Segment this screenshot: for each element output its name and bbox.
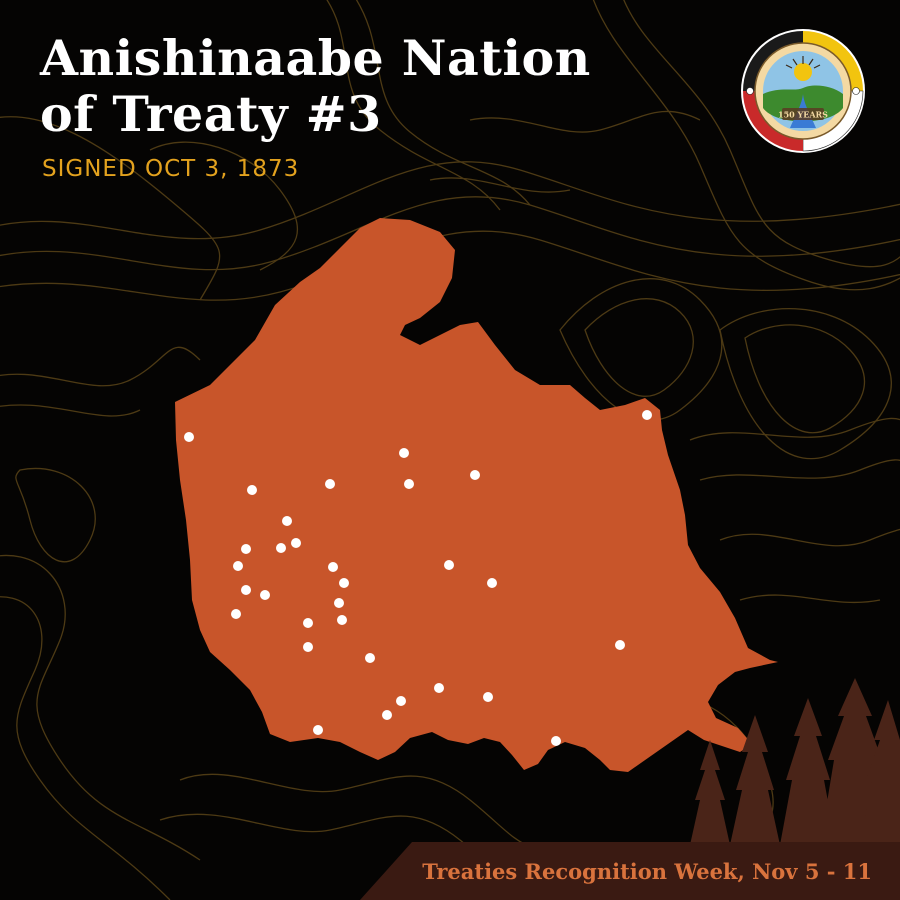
community-marker (233, 561, 243, 571)
title-line-1: Anishinaabe Nation (40, 29, 591, 87)
community-marker (337, 615, 347, 625)
community-marker (483, 692, 493, 702)
treaty-150-years-seal-icon: 150 YEARS (741, 29, 865, 153)
community-marker (260, 590, 270, 600)
community-marker (303, 618, 313, 628)
community-marker (241, 585, 251, 595)
community-marker (325, 479, 335, 489)
community-marker (328, 562, 338, 572)
territory-region (175, 218, 778, 772)
community-marker (241, 544, 251, 554)
community-marker (184, 432, 194, 442)
community-marker (444, 560, 454, 570)
community-marker (615, 640, 625, 650)
community-markers (184, 410, 652, 746)
community-marker (470, 470, 480, 480)
community-marker (434, 683, 444, 693)
community-marker (382, 710, 392, 720)
seal-text: 150 YEARS (778, 110, 828, 120)
community-marker (282, 516, 292, 526)
community-marker (334, 598, 344, 608)
community-marker (399, 448, 409, 458)
community-marker (404, 479, 414, 489)
community-marker (365, 653, 375, 663)
page-title: Anishinaabe Nation of Treaty #3 (40, 30, 591, 142)
footer-caption: Treaties Recognition Week, Nov 5 - 11 (422, 859, 872, 884)
community-marker (276, 543, 286, 553)
community-marker (642, 410, 652, 420)
community-marker (551, 736, 561, 746)
community-marker (396, 696, 406, 706)
community-marker (291, 538, 301, 548)
community-marker (303, 642, 313, 652)
community-marker (313, 725, 323, 735)
community-marker (339, 578, 349, 588)
title-line-2: of Treaty #3 (40, 85, 382, 143)
community-marker (231, 609, 241, 619)
community-marker (247, 485, 257, 495)
signing-date: SIGNED OCT 3, 1873 (42, 156, 300, 182)
community-marker (487, 578, 497, 588)
